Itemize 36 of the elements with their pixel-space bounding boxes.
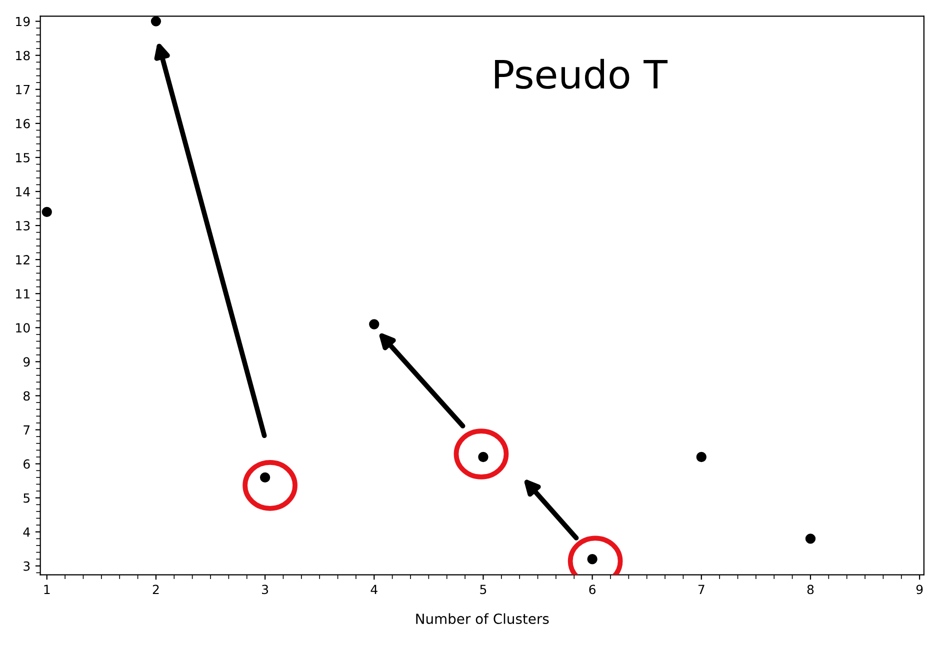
y-tick-label: 17 [16, 85, 30, 94]
y-tick-label: 6 [24, 459, 30, 469]
y-tick-label: 10 [16, 323, 30, 333]
point [42, 206, 52, 218]
y-tick-label: 8 [24, 391, 30, 401]
annotation: Pseudo T [495, 58, 668, 89]
point [150, 16, 162, 26]
x-tick-label: 7 [698, 584, 704, 594]
y-tick-label: 13 [16, 221, 30, 230]
y-tick-label: 19 [16, 16, 30, 26]
y-tick-label: 9 [23, 357, 30, 367]
point [478, 452, 488, 462]
x-tick-label: 1 [44, 584, 50, 594]
point [369, 319, 380, 330]
y-tick-label: 3 [24, 561, 30, 571]
y-tick-label: 11 [16, 289, 30, 298]
point [696, 452, 706, 462]
point [587, 554, 598, 564]
x-tick-label: 5 [480, 584, 486, 594]
x-tick-label: 3 [262, 584, 268, 594]
y-tick-label: 14 [16, 187, 30, 196]
y-tick-label: 18 [16, 50, 30, 60]
y-tick-label: 15 [16, 153, 30, 162]
y-tick-label: 16 [16, 118, 30, 128]
x-tick-label: 9 [916, 584, 923, 594]
x-tick-label: 2 [152, 584, 159, 594]
point [805, 534, 816, 544]
x-axis-title: Number of Clusters [416, 613, 549, 624]
x-tick-label: 4 [370, 584, 378, 594]
y-tick-label: 12 [16, 255, 30, 264]
x-tick-label: 6 [589, 584, 596, 594]
y-tick-label: 5 [24, 493, 30, 503]
y-tick-label: 4 [23, 528, 30, 537]
x-tick-label: 8 [807, 584, 814, 594]
point [260, 472, 270, 483]
y-tick-label: 7 [24, 425, 30, 435]
